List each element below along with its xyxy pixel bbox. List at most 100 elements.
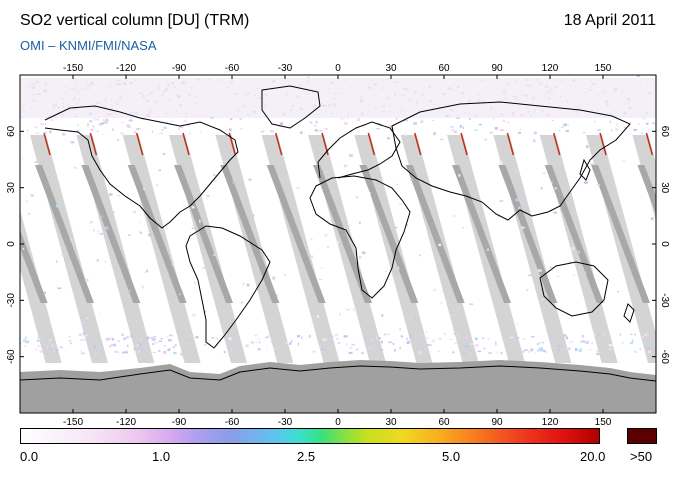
so2-pixel: [420, 120, 424, 123]
so2-pixel: [578, 350, 582, 352]
so2-pixel: [518, 131, 521, 134]
so2-pixel: [92, 125, 95, 128]
lon-tick-label-top: 60: [438, 63, 450, 74]
so2-pixel: [114, 350, 118, 353]
so2-pixel: [596, 350, 599, 353]
so2-pixel: [80, 352, 85, 355]
so2-pixel: [36, 338, 41, 342]
so2-pixel: [516, 337, 520, 339]
lon-tick-label-bottom: -90: [172, 417, 187, 428]
swath-edge-high-value: [182, 132, 190, 156]
so2-pixel: [533, 139, 536, 143]
so2-pixel: [475, 234, 478, 236]
so2-pixel: [392, 342, 395, 345]
so2-pixel: [23, 340, 26, 342]
so2-pixel: [549, 266, 553, 268]
so2-pixel: [340, 117, 343, 120]
so2-pixel: [569, 261, 571, 264]
so2-pixel: [325, 348, 327, 352]
so2-pixel: [368, 346, 372, 349]
so2-pixel: [327, 246, 329, 248]
so2-pixel: [540, 187, 543, 190]
so2-pixel: [203, 310, 207, 313]
so2-pixel: [387, 137, 390, 140]
so2-pixel: [95, 345, 100, 347]
so2-pixel: [301, 336, 303, 340]
so2-pixel: [49, 334, 51, 337]
so2-pixel: [240, 127, 243, 130]
so2-pixel: [319, 130, 323, 132]
so2-pixel: [85, 317, 89, 320]
so2-pixel: [374, 164, 377, 166]
so2-pixel: [431, 339, 435, 343]
so2-pixel: [487, 337, 490, 340]
so2-pixel: [46, 346, 48, 350]
so2-pixel: [652, 122, 655, 124]
so2-pixel: [542, 342, 545, 344]
so2-pixel: [358, 256, 362, 259]
so2-pixel: [413, 122, 417, 125]
swath-edge-high-value: [43, 132, 51, 156]
colorbar-overflow-label: >50: [630, 449, 653, 464]
so2-pixel: [462, 126, 465, 130]
so2-pixel: [204, 343, 207, 346]
so2-pixel: [406, 337, 409, 340]
so2-pixel: [169, 347, 171, 350]
so2-pixel: [419, 334, 424, 337]
so2-pixel: [594, 333, 596, 336]
so2-pixel: [324, 170, 328, 173]
so2-pixel: [386, 333, 391, 336]
so2-pixel: [590, 163, 594, 165]
colorbar-label-2: 2.5: [297, 449, 316, 464]
so2-pixel: [135, 128, 140, 130]
so2-pixel: [89, 120, 93, 123]
overflow-color-swatch: [627, 428, 657, 444]
so2-pixel: [254, 341, 259, 343]
so2-pixel: [166, 121, 168, 123]
lon-tick-label-top: 0: [335, 63, 341, 74]
lat-tick-label-right: 60: [659, 126, 670, 138]
so2-pixel: [634, 350, 637, 353]
so2-pixel: [69, 342, 73, 345]
so2-pixel: [596, 352, 600, 356]
so2-pixel: [232, 180, 236, 184]
so2-pixel: [168, 339, 172, 342]
so2-pixel: [550, 335, 554, 338]
colorbar-label-0: 0.0: [20, 449, 39, 464]
so2-pixel: [343, 119, 345, 121]
so2-pixel: [399, 327, 401, 331]
so2-pixel: [410, 179, 414, 181]
so2-pixel: [30, 194, 34, 197]
so2-pixel: [187, 346, 191, 348]
so2-pixel: [312, 258, 314, 260]
so2-pixel: [538, 347, 543, 351]
so2-pixel: [496, 351, 498, 355]
lon-tick-label-top: 120: [542, 63, 559, 74]
so2-pixel: [352, 308, 357, 311]
so2-pixel: [142, 188, 146, 190]
coast-north-america: [44, 105, 239, 229]
so2-pixel: [489, 131, 494, 134]
so2-pixel: [61, 254, 66, 256]
so2-pixel: [191, 227, 195, 229]
so2-pixel: [414, 316, 417, 320]
so2-pixel: [344, 122, 348, 125]
so2-pixel: [165, 349, 168, 351]
so2-pixel: [129, 333, 131, 337]
so2-pixel: [361, 352, 364, 354]
so2-pixel: [202, 266, 206, 269]
so2-pixel: [623, 126, 627, 129]
so2-pixel: [69, 238, 73, 241]
so2-pixel: [400, 335, 404, 338]
lon-tick-label-top: -90: [172, 63, 187, 74]
so2-pixel: [167, 348, 171, 352]
so2-pixel: [39, 350, 43, 353]
so2-pixel: [499, 351, 503, 355]
so2-pixel: [450, 126, 454, 128]
so2-pixel: [178, 127, 180, 131]
so2-pixel: [44, 123, 46, 126]
so2-pixel: [462, 226, 464, 229]
so2-pixel: [93, 117, 97, 121]
so2-pixel: [40, 336, 44, 340]
so2-pixel: [577, 250, 580, 254]
